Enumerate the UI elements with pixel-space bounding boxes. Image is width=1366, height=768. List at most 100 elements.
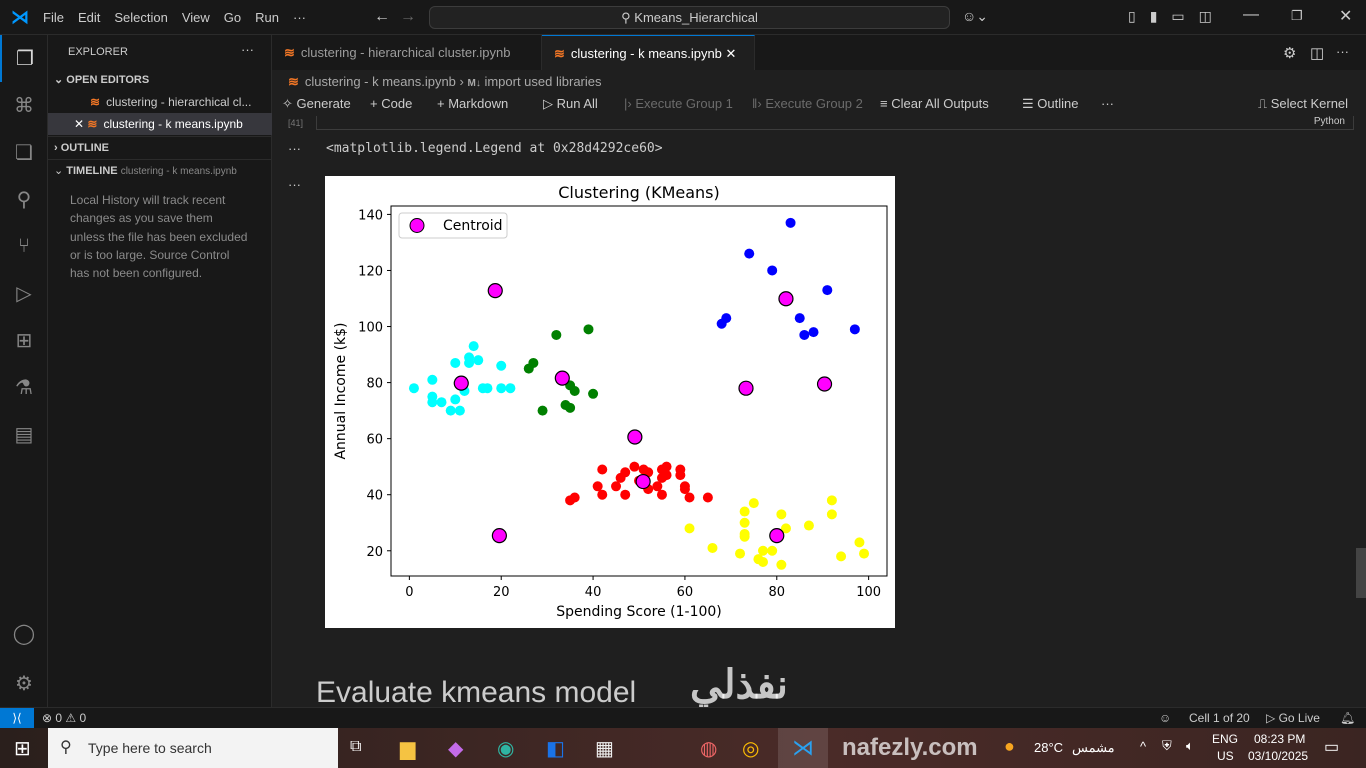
data-point <box>776 559 787 570</box>
centroid-point <box>769 528 785 544</box>
task-view-icon[interactable]: ⧉ <box>350 738 362 755</box>
toolbar-more-button[interactable]: ··· <box>1101 96 1114 111</box>
clock-time[interactable]: 08:23 PM <box>1254 732 1306 746</box>
add-code-button[interactable]: + Code <box>370 96 413 111</box>
edge-icon[interactable]: ◉ <box>497 738 515 760</box>
extensions-icon[interactable]: ⊞ <box>15 330 33 352</box>
copilot-status-icon[interactable]: ☺ <box>1159 711 1172 725</box>
settings-gear-icon[interactable]: ⚙ <box>1283 45 1297 62</box>
generate-button[interactable]: ✧ Generate <box>282 96 351 111</box>
markdown-heading: Evaluate kmeans model <box>316 676 637 709</box>
menu-go[interactable]: Go <box>223 10 242 25</box>
notifications-bell-icon[interactable]: 🔔︎ <box>1340 711 1356 725</box>
run-debug-icon[interactable]: ▷ <box>16 283 32 305</box>
select-kernel-button[interactable]: ⎍ Select Kernel <box>1258 96 1349 111</box>
copilot-icon[interactable]: ☺⌄ <box>962 8 989 24</box>
menu-file[interactable]: File <box>43 10 64 25</box>
taskbar-search[interactable]: ⚲ Type here to search <box>48 728 338 768</box>
menu-edit[interactable]: Edit <box>77 10 101 25</box>
back-arrow-icon[interactable]: ← <box>374 8 390 25</box>
layout-icons[interactable]: ▯▮▭◫ <box>1128 8 1226 24</box>
data-point <box>826 495 837 506</box>
menu-selection[interactable]: Selection <box>114 10 168 25</box>
file-explorer-icon[interactable]: ▆ <box>400 738 416 760</box>
files-icon[interactable]: ❏ <box>15 142 33 164</box>
explorer-more-icon[interactable]: ··· <box>241 42 254 57</box>
copilot-app-icon[interactable]: ◆ <box>448 738 464 760</box>
vscode-taskbar-icon[interactable]: ⋊ <box>778 728 828 768</box>
notebook-icon[interactable]: ▤ <box>14 424 34 446</box>
close-tab-icon[interactable]: ✕ <box>725 46 737 61</box>
clock-date[interactable]: 03/10/2025 <box>1248 749 1309 763</box>
problems-indicator[interactable]: ⊗ 0 ⚠ 0 <box>42 711 87 725</box>
error-count: 0 <box>55 711 63 725</box>
store-icon[interactable]: ▦ <box>595 738 614 760</box>
input-region[interactable]: US <box>1217 749 1234 763</box>
menu-view[interactable]: View <box>181 10 210 25</box>
manage-gear-icon[interactable]: ⚙ <box>15 673 33 695</box>
firefox-icon[interactable]: ◍ <box>700 738 718 760</box>
data-point <box>537 405 548 416</box>
forward-arrow-icon[interactable]: → <box>400 8 416 25</box>
windows-start-icon[interactable]: ⊞ <box>14 738 31 760</box>
data-point <box>808 327 819 338</box>
exec2-label: Execute Group 2 <box>765 96 863 111</box>
open-editor-hierarchical[interactable]: ≋ clustering - hierarchical cl... <box>48 91 272 113</box>
open-editor-kmeans[interactable]: ✕ ≋ clustering - k means.ipynb <box>48 113 272 135</box>
outline-button[interactable]: ☰ Outline <box>1022 96 1079 111</box>
security-icon[interactable]: ⛨ <box>1162 738 1172 753</box>
clear-outputs-button[interactable]: ≡ Clear All Outputs <box>880 96 989 111</box>
volume-icon[interactable]: 🔈︎ <box>1186 738 1194 753</box>
search-icon[interactable]: ⚲ <box>16 189 32 211</box>
account-icon[interactable]: ◯ <box>12 623 36 645</box>
split-editor-icon[interactable]: ◫ <box>1310 45 1325 62</box>
close-icon[interactable]: ✕ <box>74 117 88 131</box>
output-more-icon-2[interactable]: ··· <box>288 177 301 192</box>
menu-run[interactable]: Run <box>255 10 279 25</box>
execute-group-2-button[interactable]: ‖› Execute Group 2 <box>752 96 863 111</box>
close-window-icon[interactable]: ✕ <box>1339 8 1353 25</box>
code-cell-bottom[interactable]: Python <box>316 116 1354 130</box>
go-live-button[interactable]: ▷ Go Live <box>1266 711 1320 725</box>
weather-temp[interactable]: 28°C <box>1034 740 1064 755</box>
open-editors-header[interactable]: ⌄ OPEN EDITORS <box>54 74 150 86</box>
centroid-point <box>453 375 469 391</box>
outlook-icon[interactable]: ◧ <box>546 738 565 760</box>
scrollbar-thumb[interactable] <box>1356 548 1366 598</box>
minimize-icon[interactable]: — <box>1243 6 1259 23</box>
add-markdown-button[interactable]: + Markdown <box>437 96 509 111</box>
testing-icon[interactable]: ⚗ <box>15 377 33 399</box>
breadcrumb-file[interactable]: clustering - k means.ipynb <box>304 74 456 89</box>
markdown-label: Markdown <box>448 96 509 111</box>
breadcrumb-section[interactable]: import used libraries <box>484 74 602 89</box>
x-tick-label: 60 <box>677 585 694 600</box>
data-point <box>454 405 465 416</box>
weather-label[interactable]: مشمس <box>1072 740 1115 755</box>
data-point <box>445 405 456 416</box>
tab-kmeans[interactable]: ≋ clustering - k means.ipynb ✕ <box>542 35 755 70</box>
search-icon: ⚲ <box>621 10 635 25</box>
command-center-search[interactable]: ⚲ Kmeans_Hierarchical <box>429 6 950 29</box>
markdown-icon: M↓ <box>467 78 481 89</box>
cell-indicator[interactable]: Cell 1 of 20 <box>1189 711 1250 725</box>
warning-count: 0 <box>79 711 87 725</box>
timeline-header[interactable]: ⌄ TIMELINE clustering - k means.ipynb <box>48 159 272 181</box>
output-more-icon[interactable]: ··· <box>288 141 301 156</box>
editor-more-icon[interactable]: ··· <box>1336 44 1349 59</box>
run-all-button[interactable]: ▷ Run All <box>543 96 598 111</box>
notification-center-icon[interactable]: ▭ <box>1324 739 1340 756</box>
kernel-label: Select Kernel <box>1270 96 1349 111</box>
source-control-icon[interactable]: ⑂ <box>18 235 30 257</box>
remote-icon[interactable]: ⟩⟨ <box>0 708 34 728</box>
tab-hierarchical[interactable]: ≋ clustering - hierarchical cluster.ipynb <box>272 35 542 70</box>
explorer-icon[interactable]: ❐ <box>0 35 48 82</box>
python-icon[interactable]: ⌘ <box>14 95 34 117</box>
cell-language[interactable]: Python <box>1313 116 1345 127</box>
chrome-icon[interactable]: ◎ <box>742 738 760 760</box>
outline-header[interactable]: › OUTLINE <box>48 136 272 158</box>
restore-icon[interactable]: ❐ <box>1291 8 1303 23</box>
menu-more[interactable]: ··· <box>293 10 306 25</box>
tray-chevron-icon[interactable]: ^ <box>1140 739 1147 754</box>
execute-group-1-button[interactable]: |› Execute Group 1 <box>624 96 733 111</box>
input-language[interactable]: ENG <box>1212 732 1239 746</box>
